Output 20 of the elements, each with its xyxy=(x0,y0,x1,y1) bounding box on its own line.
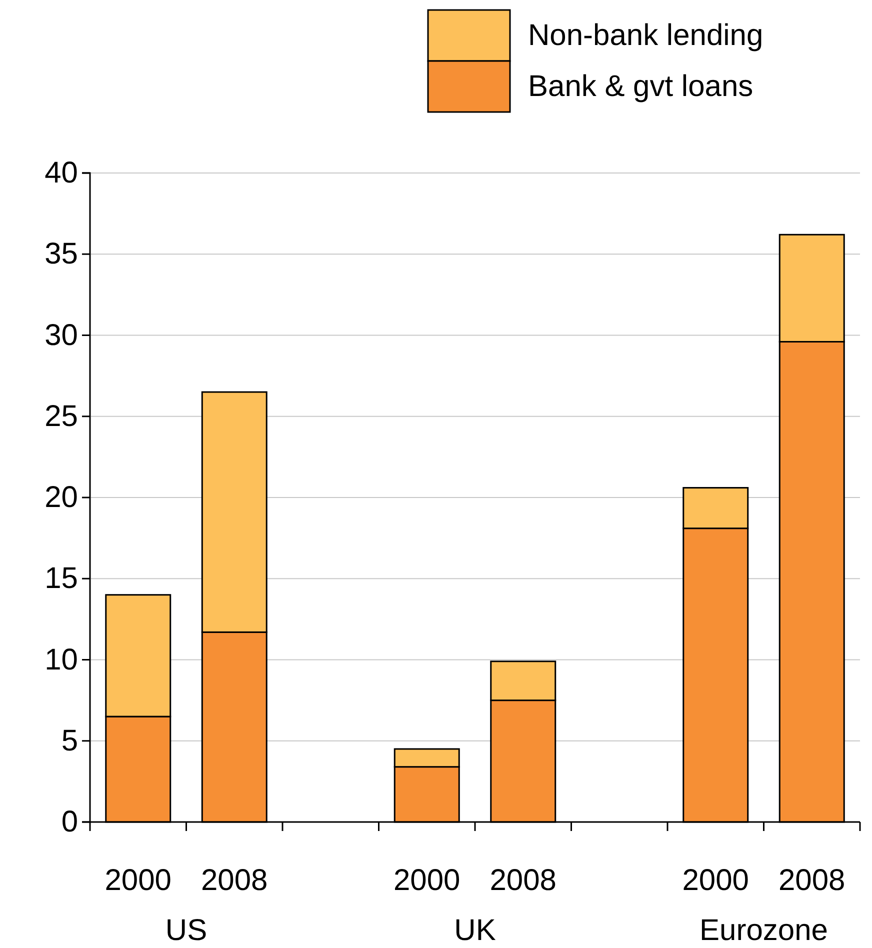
x-tick-label: 2000 xyxy=(394,864,460,897)
y-tick-label: 15 xyxy=(44,562,78,596)
legend-label: Non-bank lending xyxy=(528,19,764,52)
y-tick-label: 0 xyxy=(61,806,78,839)
y-tick-label: 10 xyxy=(44,643,78,676)
y-tick-label: 30 xyxy=(44,318,78,352)
y-tick-label: 25 xyxy=(44,400,78,433)
x-tick-label: 2008 xyxy=(490,864,556,897)
y-tick-label: 40 xyxy=(44,156,78,190)
y-tick-label: 20 xyxy=(44,481,78,514)
x-tick-label: 2000 xyxy=(682,864,749,897)
x-tick-label: 2008 xyxy=(778,864,846,897)
y-tick-label: 35 xyxy=(44,238,78,271)
y-tick-label: 5 xyxy=(61,724,78,758)
x-tick-label: 2000 xyxy=(104,864,172,897)
text: Eurozone xyxy=(700,914,828,947)
text: US xyxy=(165,914,208,947)
x-tick-label: 2008 xyxy=(201,864,268,897)
text: UK xyxy=(454,914,496,947)
legend-label: Bank & gvt loans xyxy=(528,70,754,103)
